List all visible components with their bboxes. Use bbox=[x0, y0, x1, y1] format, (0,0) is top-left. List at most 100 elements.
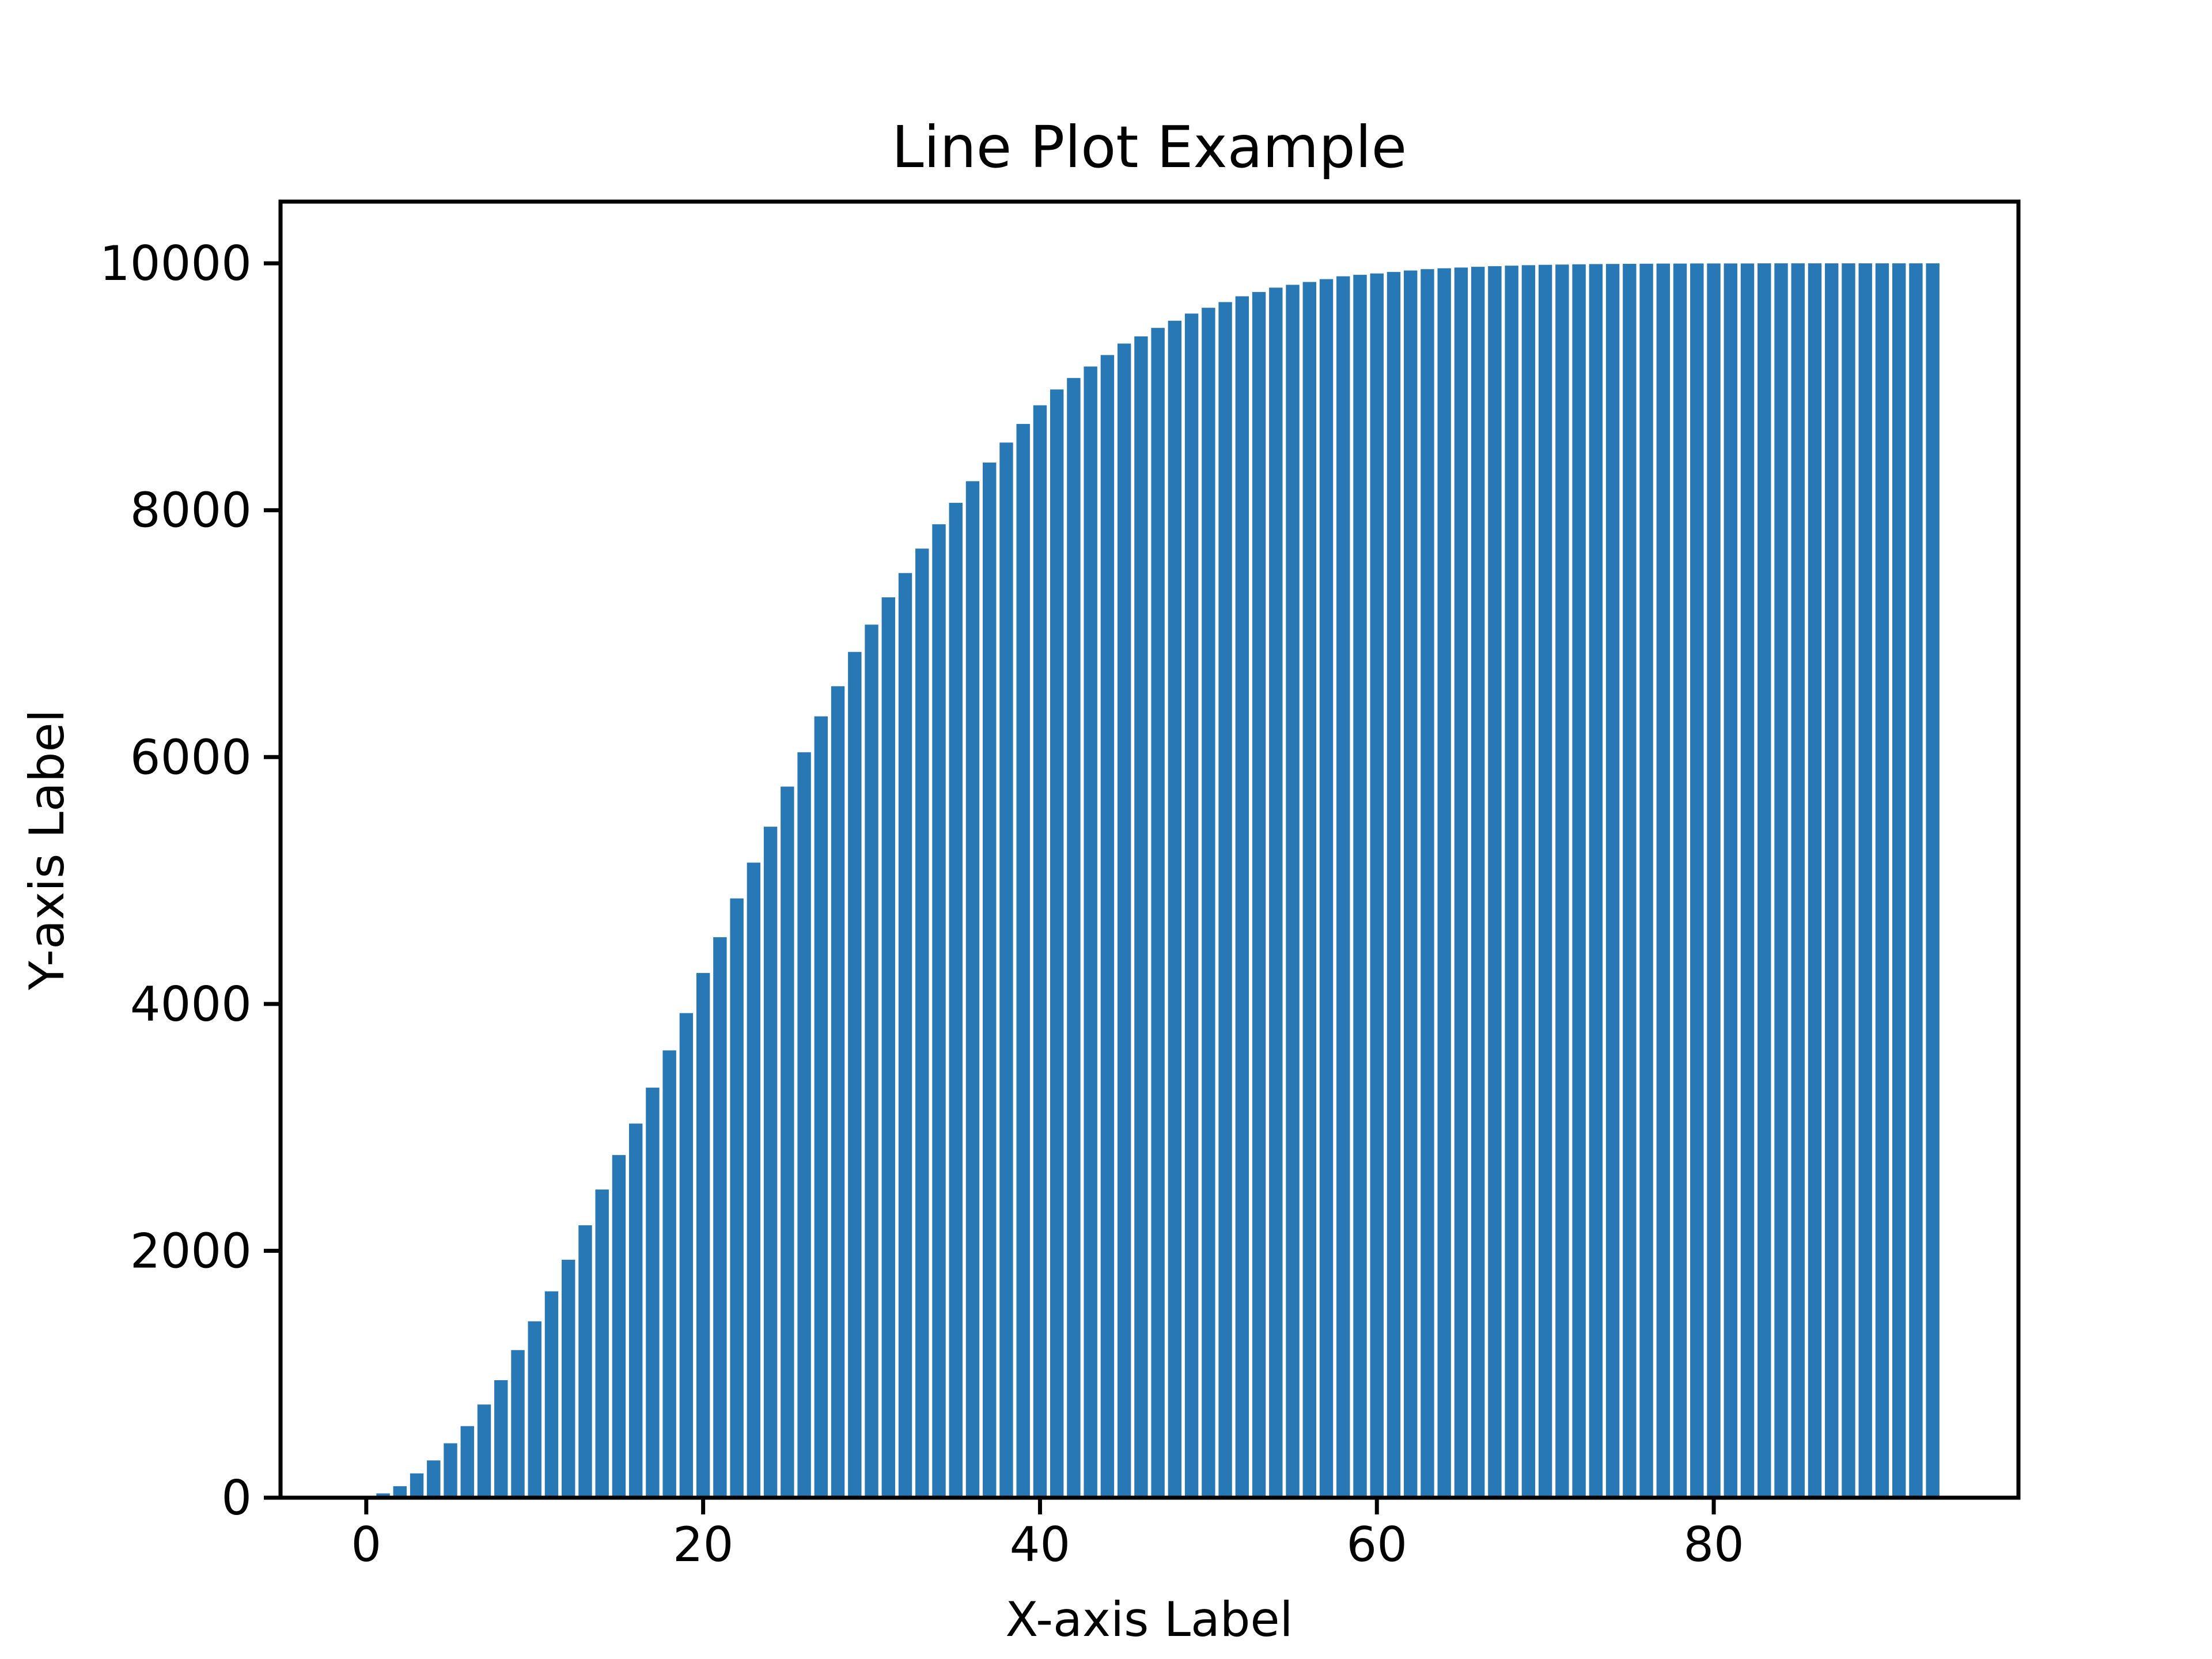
bar bbox=[1690, 263, 1704, 1498]
y-tick-label: 4000 bbox=[130, 976, 252, 1032]
bar bbox=[1926, 263, 1940, 1498]
bar bbox=[1892, 263, 1906, 1498]
bar bbox=[1151, 328, 1165, 1498]
chart-title: Line Plot Example bbox=[892, 113, 1407, 181]
bar bbox=[1387, 272, 1401, 1498]
bar bbox=[544, 1291, 559, 1498]
bar bbox=[1454, 267, 1468, 1498]
y-tick-label: 0 bbox=[221, 1470, 252, 1526]
y-tick-label: 2000 bbox=[130, 1223, 252, 1279]
bar bbox=[1909, 263, 1923, 1498]
bar bbox=[999, 442, 1013, 1498]
bar bbox=[1656, 263, 1671, 1498]
bar bbox=[1673, 263, 1687, 1498]
bar bbox=[1184, 313, 1199, 1498]
bar bbox=[865, 624, 878, 1498]
bar bbox=[1202, 308, 1215, 1498]
y-axis-label: Y-axis Label bbox=[19, 709, 75, 990]
bar bbox=[628, 1123, 643, 1498]
bar bbox=[427, 1460, 441, 1498]
bar bbox=[1521, 265, 1536, 1498]
bar bbox=[1370, 273, 1384, 1498]
bar bbox=[1791, 263, 1805, 1498]
bar bbox=[1016, 423, 1030, 1498]
bar bbox=[1437, 268, 1451, 1498]
bar bbox=[460, 1426, 474, 1498]
bar bbox=[595, 1189, 609, 1498]
bar bbox=[1218, 302, 1232, 1498]
bar bbox=[393, 1486, 407, 1498]
bar bbox=[696, 973, 710, 1498]
bar bbox=[1842, 263, 1855, 1498]
bar bbox=[1605, 264, 1620, 1498]
bar bbox=[1269, 287, 1283, 1498]
bar bbox=[763, 827, 778, 1498]
bar bbox=[747, 862, 761, 1498]
bar bbox=[898, 573, 912, 1498]
x-tick-label: 40 bbox=[1010, 1517, 1071, 1573]
x-axis-label: X-axis Label bbox=[1005, 1592, 1293, 1647]
bar bbox=[1302, 282, 1316, 1498]
bar bbox=[562, 1259, 575, 1498]
bar bbox=[1033, 405, 1047, 1498]
bar bbox=[983, 463, 997, 1498]
bar bbox=[1707, 263, 1721, 1498]
bar bbox=[1134, 336, 1148, 1498]
bar bbox=[713, 937, 727, 1498]
bar bbox=[612, 1155, 626, 1498]
bar bbox=[1623, 264, 1637, 1498]
bar bbox=[1488, 266, 1502, 1498]
bar bbox=[1117, 343, 1131, 1498]
bar bbox=[730, 898, 744, 1498]
bar bbox=[932, 524, 946, 1498]
bar bbox=[578, 1225, 592, 1498]
bar bbox=[949, 502, 963, 1498]
bar bbox=[511, 1350, 525, 1498]
bar bbox=[1050, 389, 1064, 1498]
bar bbox=[646, 1088, 660, 1498]
bar bbox=[1168, 320, 1182, 1498]
bar bbox=[1235, 296, 1249, 1498]
bar bbox=[781, 786, 794, 1498]
bar bbox=[1724, 263, 1737, 1498]
bar bbox=[1471, 267, 1485, 1498]
bar bbox=[528, 1321, 541, 1498]
bar bbox=[915, 548, 929, 1498]
bar bbox=[662, 1050, 676, 1498]
bar bbox=[1353, 275, 1367, 1498]
bar bbox=[797, 752, 811, 1498]
bar bbox=[679, 1013, 694, 1498]
bar bbox=[881, 597, 895, 1498]
bar bbox=[1808, 263, 1822, 1498]
bar bbox=[410, 1473, 424, 1498]
bar bbox=[831, 686, 845, 1498]
bar bbox=[1858, 263, 1872, 1498]
y-tick-label: 6000 bbox=[130, 729, 252, 785]
y-tick-label: 10000 bbox=[100, 236, 252, 291]
bar bbox=[1555, 264, 1569, 1498]
y-tick-label: 8000 bbox=[130, 483, 252, 539]
bar bbox=[1319, 279, 1334, 1498]
bar bbox=[1286, 285, 1300, 1498]
bar bbox=[1758, 263, 1771, 1498]
plot-frame bbox=[278, 199, 2021, 1500]
bar bbox=[444, 1443, 457, 1498]
bar bbox=[1572, 264, 1586, 1498]
bar bbox=[1825, 263, 1839, 1498]
bar bbox=[814, 716, 828, 1498]
bar bbox=[1404, 270, 1418, 1498]
bar bbox=[1336, 276, 1350, 1498]
bar bbox=[1421, 269, 1434, 1498]
x-tick-label: 20 bbox=[673, 1517, 734, 1573]
bar bbox=[1774, 263, 1788, 1498]
bar bbox=[1100, 355, 1115, 1498]
bar bbox=[1084, 366, 1097, 1498]
bar bbox=[1740, 263, 1755, 1498]
bar bbox=[1875, 263, 1889, 1498]
bar bbox=[494, 1380, 508, 1498]
x-tick-label: 0 bbox=[351, 1517, 381, 1573]
x-tick-label: 80 bbox=[1683, 1517, 1744, 1573]
x-tick-label: 60 bbox=[1346, 1517, 1407, 1573]
bar bbox=[477, 1404, 491, 1498]
